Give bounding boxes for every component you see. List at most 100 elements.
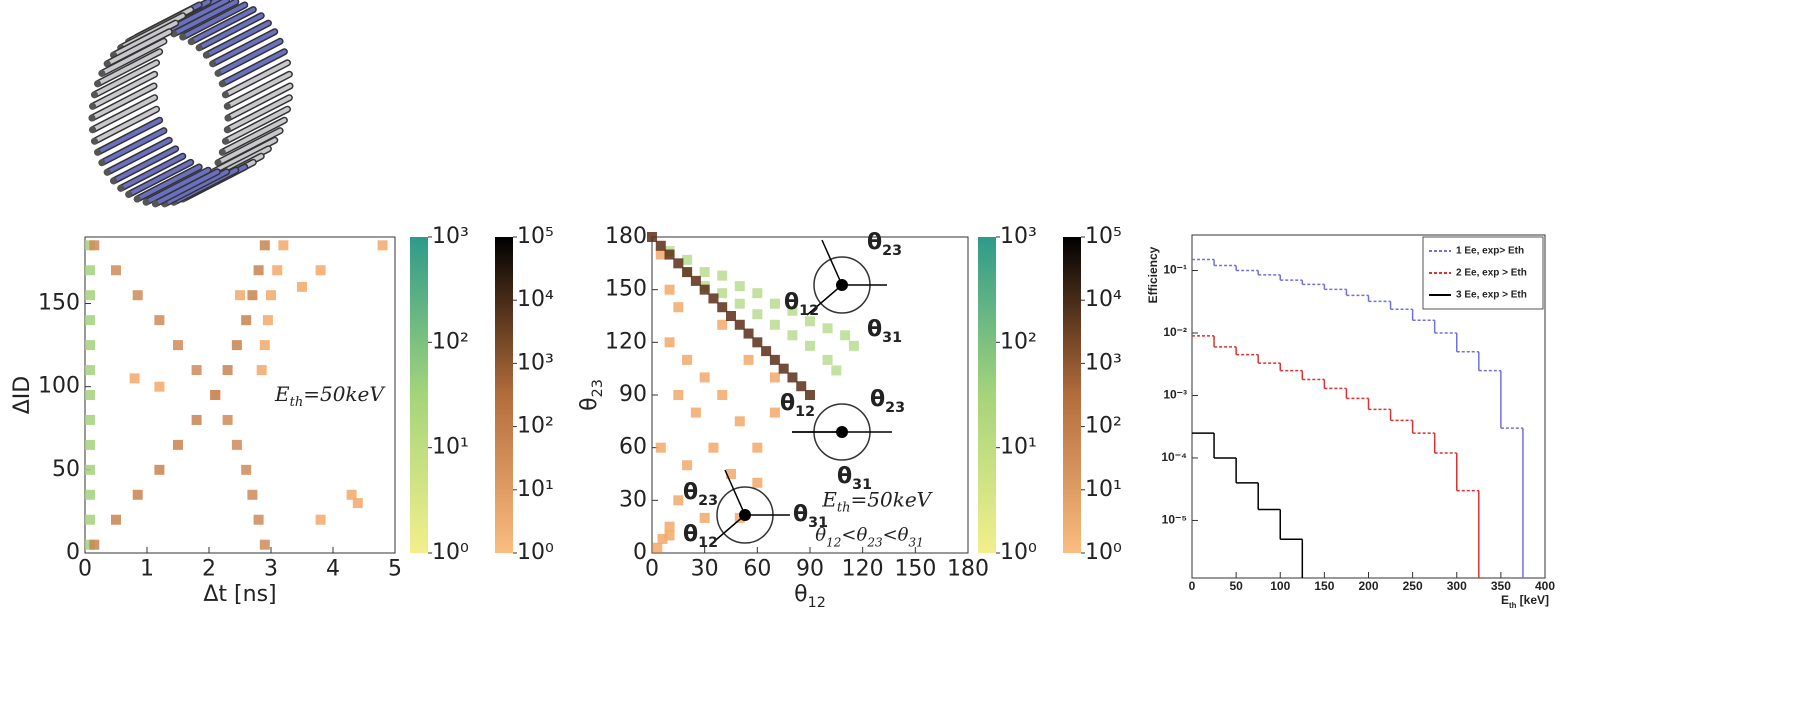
colorbar	[410, 237, 428, 553]
density-cell	[84, 340, 95, 351]
density-cell	[708, 293, 719, 304]
density-cell	[822, 354, 833, 365]
inset-label: θ31	[867, 317, 902, 346]
inset-label: θ12	[683, 522, 718, 551]
density-cell	[664, 530, 675, 541]
density-cell	[247, 489, 258, 500]
density-cell	[655, 249, 666, 260]
density-cell	[256, 365, 267, 376]
colorbar-tick-label: 10³	[1000, 224, 1037, 249]
text-piece: =50keV	[303, 382, 386, 406]
density-cell	[647, 232, 657, 242]
density-cell	[84, 265, 95, 276]
x-axis-label: θ12	[794, 582, 826, 611]
rod-cap	[224, 114, 232, 122]
density-cell	[717, 390, 728, 400]
rod-cap	[223, 126, 231, 134]
density-cell	[787, 372, 798, 383]
rod-cap	[151, 200, 159, 208]
density-cell	[726, 469, 736, 479]
rod	[111, 21, 178, 58]
rod-cap	[103, 60, 111, 68]
density-cell	[352, 498, 363, 509]
x-tick-label: 50	[1229, 579, 1243, 593]
colorbar-tick-label: 10⁴	[1085, 287, 1122, 312]
rod	[90, 72, 157, 109]
annotation: Eth=50keV	[274, 382, 386, 411]
density-cell	[734, 416, 745, 427]
colorbar-tick-label: 10⁰	[1085, 540, 1122, 565]
density-cell	[726, 311, 736, 321]
text-piece: 23	[866, 535, 883, 549]
y-tick-label: 150	[605, 277, 647, 302]
legend-label: 3 Ee, exp > Eth	[1456, 290, 1527, 301]
y-tick-label: 60	[619, 435, 647, 460]
x-tick-label: 200	[1358, 579, 1378, 593]
density-cell	[699, 267, 710, 278]
rod-cap	[89, 102, 97, 110]
y-tick-label: 10⁻³	[1163, 388, 1187, 402]
y-tick-label: 30	[619, 487, 647, 512]
colorbar-tick-label: 10⁴	[517, 287, 554, 312]
rod	[220, 118, 287, 155]
y-tick-label: 100	[38, 374, 80, 399]
density-cell	[222, 365, 233, 376]
text-piece: 23	[882, 243, 902, 259]
density-cell	[84, 464, 95, 475]
colorbar-tick-label: 10²	[1085, 414, 1122, 439]
text-piece: θ	[683, 480, 698, 505]
density-cell	[278, 240, 289, 251]
rod-cap	[221, 91, 229, 99]
y-tick-label: 10⁻⁴	[1161, 450, 1187, 464]
text-piece: 23	[698, 493, 718, 509]
rod-cap	[214, 69, 222, 77]
density-cell	[673, 495, 684, 506]
rod	[95, 49, 162, 86]
density-cell	[734, 298, 745, 309]
density-cell	[346, 489, 357, 500]
rod	[223, 107, 290, 144]
density-cell	[717, 319, 728, 330]
density-cell	[235, 290, 245, 301]
rod	[180, 2, 247, 39]
inset-label: θ23	[867, 230, 902, 259]
inset-label: θ23	[683, 480, 718, 509]
inset-label: θ23	[870, 387, 905, 416]
inset-label: θ12	[784, 290, 819, 319]
density-cell	[752, 477, 763, 488]
density-cell	[664, 337, 675, 348]
x-tick-label: 150	[1314, 579, 1334, 593]
density-cell	[664, 521, 675, 532]
density-cell	[315, 514, 326, 525]
rod	[90, 84, 156, 120]
detector-illustration	[88, 0, 294, 208]
legend-box	[1422, 236, 1544, 310]
inset-label: θ31	[837, 464, 872, 493]
density-cell	[840, 330, 851, 341]
rod-cap	[94, 80, 102, 88]
rod-cap	[214, 159, 222, 167]
density-cell	[787, 305, 798, 316]
density-cell	[173, 340, 183, 351]
text-piece: θ	[683, 522, 698, 547]
density-cell	[682, 254, 693, 265]
colorbar-tick-label: 10⁰	[1000, 540, 1037, 565]
x-tick-label: 2	[202, 557, 216, 582]
density-cell	[266, 290, 276, 301]
rod	[225, 72, 292, 109]
x-axis-label: Eth [keV]	[1501, 593, 1549, 609]
colorbar-tick-label: 10³	[517, 350, 554, 375]
text-piece: 12	[698, 535, 718, 551]
rod-cap	[98, 159, 106, 167]
text-piece: 12	[808, 595, 826, 611]
text-piece: <θ	[841, 524, 867, 545]
rod	[210, 138, 277, 175]
density-cell	[231, 439, 242, 450]
rod	[210, 29, 277, 66]
rod	[105, 138, 172, 175]
density-cell	[752, 337, 763, 348]
rod-cap	[89, 126, 97, 134]
text-piece: 12	[799, 303, 819, 319]
density-cell	[222, 414, 233, 425]
density-cell	[717, 270, 728, 281]
